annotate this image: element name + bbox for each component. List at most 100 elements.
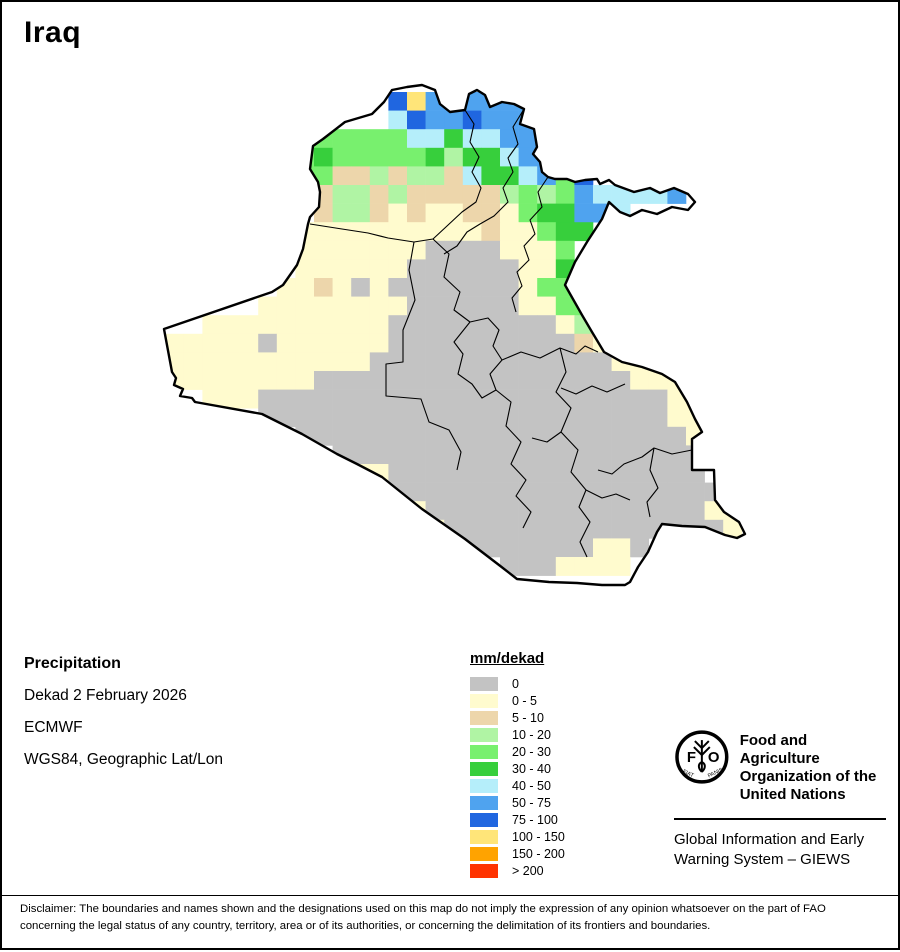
precip-cell (444, 352, 464, 372)
precip-cell (630, 426, 650, 446)
legend-item: 10 - 20 (470, 726, 660, 743)
precip-cell (611, 408, 631, 428)
precip-cell (593, 464, 612, 483)
legend-item: 30 - 40 (470, 760, 660, 777)
precip-cell (332, 278, 352, 297)
legend-label: 20 - 30 (512, 744, 551, 759)
precip-cell (500, 426, 519, 446)
precip-cell (500, 278, 519, 297)
precip-cell (388, 426, 408, 446)
legend-swatch (470, 676, 498, 691)
precip-cell (295, 315, 315, 335)
precip-cell (332, 296, 352, 316)
precip-cell (425, 296, 445, 316)
precip-cell (258, 333, 278, 353)
precip-cell (593, 426, 612, 446)
precip-cell (425, 185, 445, 204)
info-heading: Precipitation (24, 655, 121, 672)
precip-cell (369, 408, 389, 428)
legend-label: 40 - 50 (512, 778, 551, 793)
precip-cell (611, 557, 631, 576)
precip-cell (611, 482, 631, 502)
precip-cell (444, 426, 464, 446)
legend-swatch (470, 846, 498, 861)
governorate-border (443, 108, 525, 255)
info-projection: WGS84, Geographic Lat/Lon (24, 751, 224, 768)
precip-cell (388, 408, 408, 428)
precip-cell (276, 315, 296, 335)
precip-cell (258, 352, 278, 372)
precip-cell (704, 501, 724, 521)
precip-cell (555, 464, 575, 483)
precip-cell (537, 557, 557, 576)
precip-cell (351, 166, 371, 186)
precip-cell (593, 185, 612, 204)
precip-cell (332, 445, 352, 465)
precip-cell (407, 110, 426, 130)
precip-cell (481, 482, 501, 502)
precip-cell (667, 519, 687, 539)
precip-cell (593, 557, 612, 576)
precip-cell (593, 501, 612, 521)
precip-cell (481, 147, 501, 167)
precip-cell (593, 538, 612, 558)
precip-cell (518, 426, 538, 446)
precip-cell (518, 445, 538, 465)
precip-cell (332, 203, 352, 223)
precip-cell (462, 501, 482, 521)
legend-label: 0 - 5 (512, 693, 538, 708)
precip-cell (462, 278, 482, 297)
precip-cell (481, 259, 501, 279)
precip-cell (686, 519, 705, 539)
governorate-border (432, 109, 482, 240)
precip-cell (258, 296, 278, 316)
precip-cell (295, 259, 315, 279)
precip-cell (686, 482, 705, 502)
precip-cell (555, 445, 575, 465)
precip-cell (518, 371, 538, 390)
precip-cell (407, 203, 426, 223)
fao-motto-fiat: FIAT (682, 769, 696, 780)
precip-cell (332, 389, 352, 409)
precip-cell (388, 464, 408, 483)
precip-cell (425, 203, 445, 223)
precip-cell (444, 147, 464, 167)
precip-cell (500, 482, 519, 502)
precip-cell (667, 445, 687, 465)
precip-cell (202, 352, 222, 372)
precip-cell (611, 389, 631, 409)
precip-cell (407, 259, 426, 279)
precip-cell (574, 408, 594, 428)
precip-cell (518, 166, 538, 186)
precip-cell (555, 222, 575, 242)
precip-cell (611, 445, 631, 465)
precip-cell (332, 129, 352, 149)
governorate-border (597, 447, 693, 475)
precip-cell (648, 389, 668, 409)
precip-cell (667, 501, 687, 521)
precip-cell (537, 538, 557, 558)
legend-swatch (470, 744, 498, 759)
precip-cell (425, 92, 445, 111)
precip-cell (462, 389, 482, 409)
precip-cell (295, 296, 315, 316)
precip-cell (425, 464, 445, 483)
precip-cell (537, 501, 557, 521)
precip-cell (351, 147, 371, 167)
precip-cell (314, 296, 333, 316)
precip-cell (425, 389, 445, 409)
precip-cell (388, 315, 408, 335)
precip-cell (537, 315, 557, 335)
precip-cell (425, 371, 445, 390)
precip-cell (295, 333, 315, 353)
precip-cell (314, 371, 333, 390)
precip-cell (537, 333, 557, 353)
precip-cell (462, 445, 482, 465)
precip-cell (574, 501, 594, 521)
legend-item: > 200 (470, 862, 660, 879)
precip-cell (276, 352, 296, 372)
precip-cell (388, 445, 408, 465)
precip-cell (723, 519, 743, 539)
governorate-border (309, 223, 434, 243)
precip-cell (276, 296, 296, 316)
